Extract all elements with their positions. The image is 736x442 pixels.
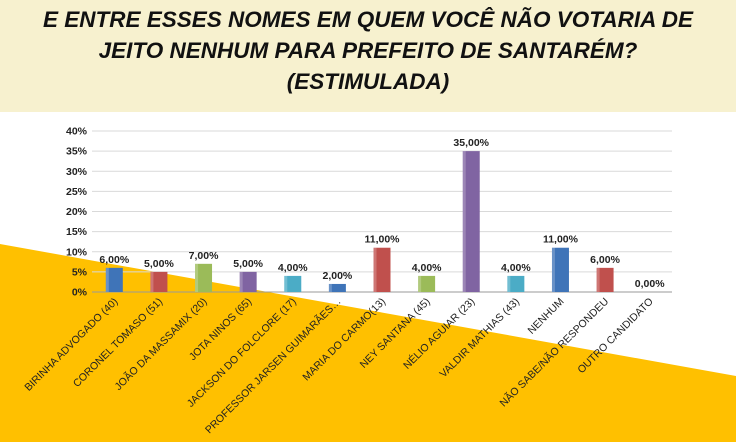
- title-banner: [0, 0, 736, 112]
- data-label: 6,00%: [99, 254, 129, 266]
- bar: [462, 151, 480, 292]
- data-label: 11,00%: [543, 234, 579, 246]
- bar-highlight: [328, 283, 332, 292]
- bar-highlight: [150, 271, 154, 292]
- bar: [507, 275, 525, 292]
- data-label: 4,00%: [412, 262, 442, 274]
- bar: [195, 263, 213, 292]
- bar: [596, 267, 614, 292]
- data-label: 6,00%: [590, 254, 620, 266]
- data-label: 4,00%: [278, 262, 308, 274]
- y-tick-label: 30%: [66, 166, 88, 178]
- data-label: 11,00%: [364, 234, 400, 246]
- bar: [373, 247, 391, 292]
- bar-highlight: [105, 267, 109, 292]
- title-line-3: (ESTIMULADA): [286, 69, 450, 94]
- x-tick-label: MARIA DO CARMO(13): [300, 296, 388, 384]
- bar: [150, 271, 168, 292]
- bar: [418, 275, 436, 292]
- bar: [328, 283, 346, 292]
- bar-highlight: [239, 271, 243, 292]
- data-label: 35,00%: [453, 137, 489, 149]
- bar-highlight: [373, 247, 377, 292]
- x-tick-label: VALDIR MATHIAS (43): [437, 296, 522, 381]
- y-tick-label: 25%: [66, 186, 88, 198]
- bar-highlight: [507, 275, 511, 292]
- bar-highlight: [596, 267, 600, 292]
- x-tick-label: JOÃO DA MASSAMIX (20): [112, 295, 210, 393]
- title-line-2: JEITO NENHUM PARA PREFEITO DE SANTARÉM?: [98, 38, 638, 63]
- bar-highlight: [462, 151, 466, 292]
- bar: [239, 271, 257, 292]
- x-tick-label: NENHUM: [526, 296, 567, 337]
- data-label: 4,00%: [501, 262, 531, 274]
- bar: [105, 267, 123, 292]
- y-tick-label: 20%: [66, 206, 88, 218]
- y-tick-label: 10%: [66, 246, 88, 258]
- data-label: 5,00%: [144, 258, 174, 270]
- y-tick-label: 40%: [66, 126, 88, 138]
- y-tick-label: 5%: [72, 266, 88, 278]
- page-title: E ENTRE ESSES NOMES EM QUEM VOCÊ NÃO VOT…: [0, 4, 736, 97]
- x-tick-label: CORONEL TOMASO (51): [71, 296, 165, 390]
- bar-highlight: [551, 247, 555, 292]
- data-label: 2,00%: [322, 270, 352, 282]
- bar-highlight: [418, 275, 422, 292]
- bar-highlight: [284, 275, 288, 292]
- data-label: 7,00%: [189, 250, 219, 262]
- title-line-1: E ENTRE ESSES NOMES EM QUEM VOCÊ NÃO VOT…: [42, 7, 694, 32]
- x-tick-label: OUTRO CANDIDATO: [575, 296, 655, 376]
- y-tick-label: 15%: [66, 226, 88, 238]
- y-tick-label: 35%: [66, 146, 88, 158]
- data-label: 5,00%: [233, 258, 263, 270]
- y-tick-label: 0%: [72, 287, 88, 299]
- x-tick-label: BIRINHA ADVOGADO (40): [22, 296, 120, 394]
- bar: [551, 247, 569, 292]
- bar: [284, 275, 302, 292]
- bar-highlight: [195, 263, 199, 292]
- data-label: 0,00%: [635, 278, 665, 290]
